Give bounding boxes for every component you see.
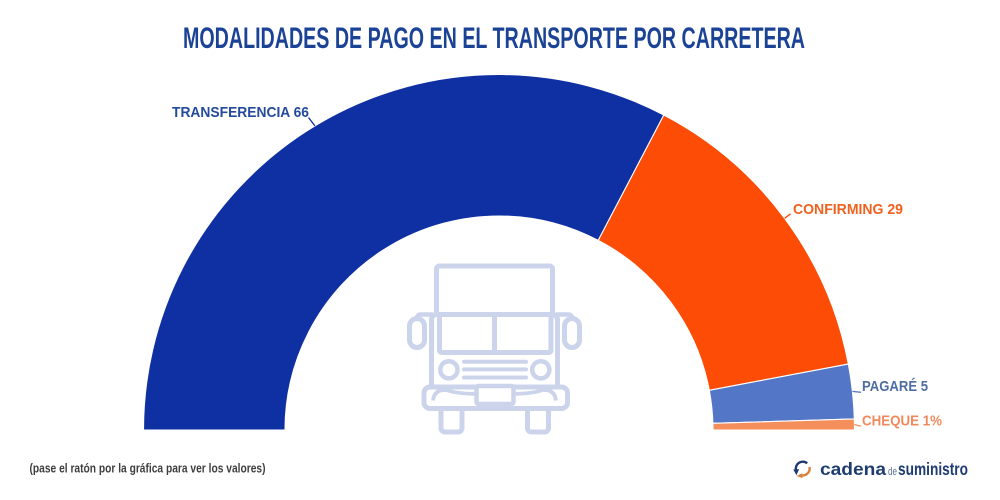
svg-text:de: de xyxy=(888,466,897,478)
svg-text:MODALIDADES DE PAGO EN EL TRAN: MODALIDADES DE PAGO EN EL TRANSPORTE POR… xyxy=(183,22,805,55)
svg-text:CHEQUE 1%: CHEQUE 1% xyxy=(862,412,942,429)
svg-text:CONFIRMING 29: CONFIRMING 29 xyxy=(793,201,903,218)
svg-text:cadena: cadena xyxy=(820,459,886,479)
svg-text:PAGARÉ 5: PAGARÉ 5 xyxy=(862,378,928,395)
svg-text:TRANSFERENCIA 66: TRANSFERENCIA 66 xyxy=(172,104,309,121)
svg-text:(pase el ratón por la gráfica: (pase el ratón por la gráfica para ver l… xyxy=(30,462,266,476)
svg-text:suministro: suministro xyxy=(898,459,968,479)
